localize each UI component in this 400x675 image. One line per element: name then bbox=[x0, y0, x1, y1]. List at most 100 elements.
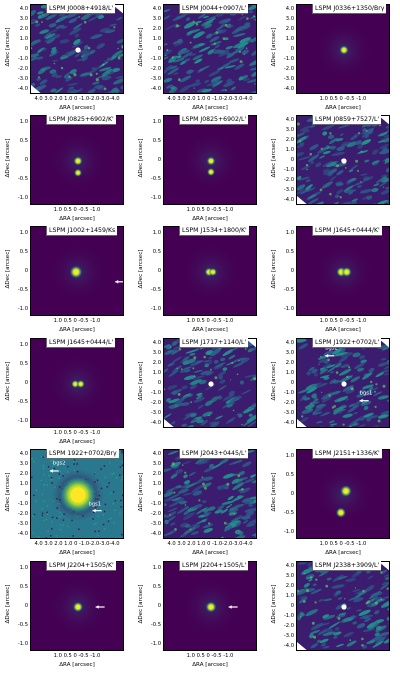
speckle-blob bbox=[382, 595, 389, 599]
noise-pixel bbox=[121, 467, 123, 469]
coronagraph-mask bbox=[341, 381, 347, 387]
speckle-blob bbox=[385, 167, 389, 173]
speckle-blob bbox=[366, 621, 377, 629]
y-tick-label: 3.0 bbox=[285, 350, 294, 357]
image-panel: ΔDec [arcsec] LSPM J0008+4918/L' 4.0 3.0 2.0… bbox=[5, 2, 134, 112]
speckle-blob bbox=[374, 632, 380, 637]
speckle-dot bbox=[233, 512, 236, 515]
speckle-blob bbox=[222, 348, 234, 357]
image-frame bbox=[163, 338, 257, 428]
speckle-blob bbox=[31, 10, 36, 18]
speckle-blob bbox=[166, 398, 171, 403]
speckle-blob bbox=[308, 398, 319, 406]
annotation-label: bgs1 bbox=[88, 501, 101, 507]
x-axis-label: ΔRA [arcsec] bbox=[325, 550, 361, 556]
speckle-blob bbox=[171, 421, 176, 425]
y-tick-label: -1.0 bbox=[150, 500, 161, 507]
speckle-dot bbox=[319, 188, 323, 192]
speckle-blob bbox=[221, 500, 235, 505]
y-tick-label: -1.0 bbox=[283, 305, 294, 312]
speckle-blob bbox=[164, 23, 178, 31]
speckle-blob bbox=[352, 588, 361, 593]
speckle-blob bbox=[58, 13, 66, 17]
speckle-blob bbox=[202, 500, 207, 504]
y-tick-label: 3.0 bbox=[152, 461, 161, 468]
speckle-dot bbox=[213, 42, 216, 45]
speckle-dot bbox=[83, 20, 87, 24]
speckle-blob bbox=[182, 393, 191, 399]
image-frame bbox=[163, 115, 257, 205]
speckle-blob bbox=[70, 16, 80, 22]
speckle-blob bbox=[242, 406, 252, 413]
speckle-blob bbox=[190, 531, 200, 535]
speckle-blob bbox=[348, 169, 354, 173]
y-tick-label: -1.0 bbox=[283, 166, 294, 173]
noise-pixel bbox=[113, 472, 115, 474]
speckle-dot bbox=[37, 76, 40, 79]
speckle-blob bbox=[300, 188, 311, 195]
speckle-blob bbox=[206, 371, 214, 376]
arrow-head bbox=[95, 605, 99, 609]
speckle-blob bbox=[357, 150, 369, 154]
speckle-blob bbox=[46, 29, 59, 34]
speckle-blob bbox=[111, 50, 123, 59]
speckle-blob bbox=[367, 425, 380, 427]
speckle-dot bbox=[390, 129, 391, 131]
speckle-blob bbox=[181, 385, 188, 390]
speckle-blob bbox=[167, 362, 175, 367]
speckle-blob bbox=[203, 467, 213, 473]
speckle-dot bbox=[204, 486, 207, 490]
speckle-blob bbox=[36, 77, 42, 81]
speckle-blob bbox=[195, 477, 206, 485]
noise-pixel bbox=[59, 516, 61, 518]
speckle-dot bbox=[192, 20, 195, 23]
speckle-blob bbox=[116, 16, 123, 21]
y-tick-label: 0.5 bbox=[19, 249, 28, 256]
speckle-blob bbox=[174, 397, 185, 406]
image-frame: bgs2 bgs1 bbox=[30, 449, 124, 539]
image-canvas bbox=[297, 227, 389, 315]
speckle-blob bbox=[229, 512, 234, 515]
speckle-blob bbox=[171, 365, 182, 373]
speckle-blob bbox=[367, 575, 374, 580]
speckle-blob bbox=[65, 51, 73, 56]
noise-pixel bbox=[73, 539, 75, 540]
speckle-blob bbox=[365, 415, 379, 419]
speckle-blob bbox=[383, 136, 389, 143]
source-point bbox=[70, 487, 86, 503]
speckle-dot bbox=[171, 56, 174, 59]
speckle-dot bbox=[171, 462, 175, 466]
speckle-blob bbox=[78, 48, 89, 55]
speckle-blob bbox=[385, 124, 389, 129]
speckle-blob bbox=[248, 10, 254, 14]
speckle-dot bbox=[177, 78, 181, 82]
speckle-blob bbox=[358, 609, 371, 616]
speckle-blob bbox=[233, 45, 245, 54]
speckle-blob bbox=[329, 379, 337, 385]
y-tick-label: 2.0 bbox=[152, 360, 161, 367]
x-tick-labels: 1.0 0.5 0 -0.5 -1.0 bbox=[53, 207, 101, 213]
y-tick-label: 4.0 bbox=[19, 6, 28, 13]
speckle-blob bbox=[203, 359, 212, 363]
speckle-blob bbox=[231, 86, 236, 91]
speckle-blob bbox=[97, 75, 109, 79]
speckle-blob bbox=[31, 53, 40, 58]
y-tick-label: 0.5 bbox=[285, 472, 294, 479]
speckle-blob bbox=[198, 65, 210, 72]
speckle-blob bbox=[184, 425, 194, 427]
speckle-blob bbox=[238, 27, 249, 32]
speckle-blob bbox=[224, 37, 229, 41]
speckle-blob bbox=[297, 152, 305, 158]
arrow-head bbox=[92, 508, 96, 513]
speckle-blob bbox=[220, 88, 226, 92]
speckle-blob bbox=[318, 358, 328, 364]
speckle-blob bbox=[86, 88, 96, 93]
speckle-blob bbox=[331, 390, 341, 395]
noise-pixel bbox=[51, 462, 54, 464]
speckle-dot bbox=[380, 571, 383, 574]
speckle-blob bbox=[336, 146, 345, 152]
speckle-dot bbox=[315, 578, 318, 581]
speckle-dot bbox=[321, 391, 323, 393]
speckle-blob bbox=[202, 15, 210, 19]
speckle-blob bbox=[328, 201, 339, 204]
